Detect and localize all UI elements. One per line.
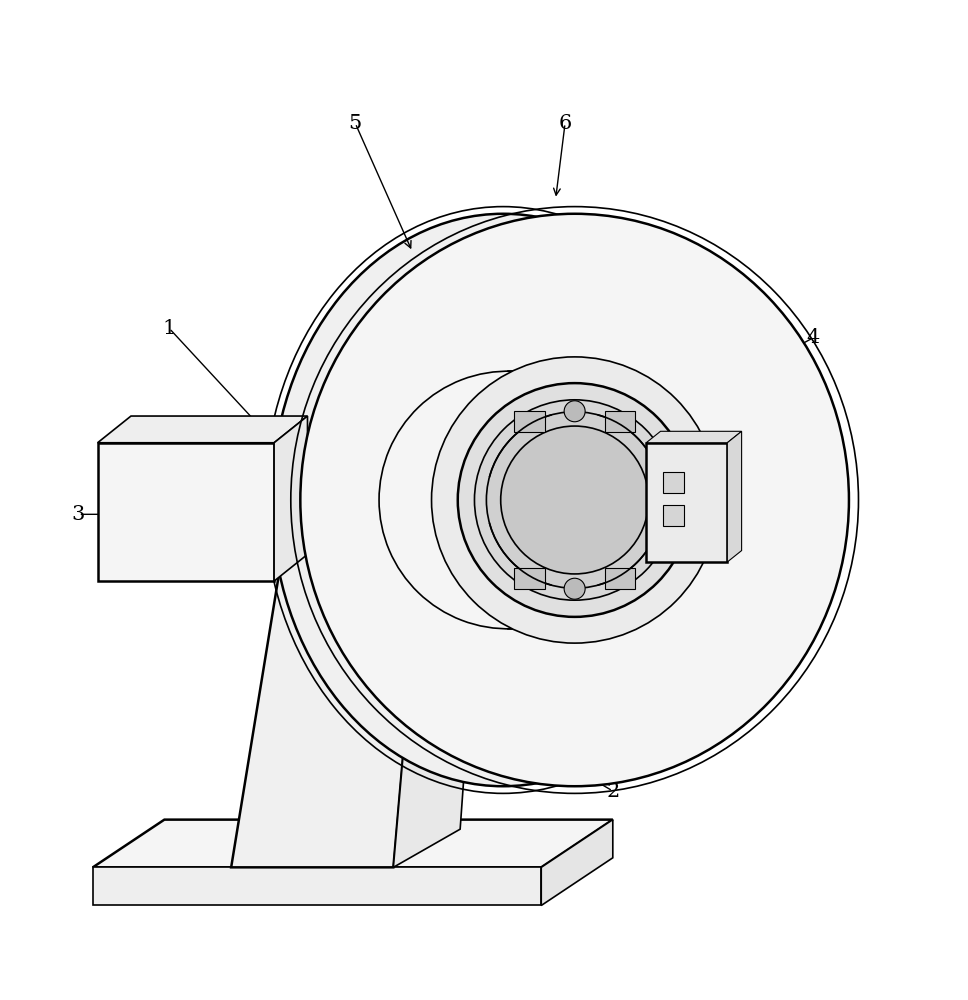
Ellipse shape xyxy=(432,357,717,643)
Ellipse shape xyxy=(458,383,691,617)
Ellipse shape xyxy=(300,214,849,786)
Text: 5: 5 xyxy=(348,114,362,133)
Text: 1: 1 xyxy=(163,319,176,338)
Text: 2: 2 xyxy=(606,782,620,801)
Polygon shape xyxy=(231,428,432,867)
Ellipse shape xyxy=(272,214,735,786)
Ellipse shape xyxy=(564,401,585,422)
Polygon shape xyxy=(393,428,489,867)
Bar xyxy=(98,443,274,581)
Ellipse shape xyxy=(474,400,675,600)
Bar xyxy=(605,568,635,589)
Polygon shape xyxy=(93,820,613,867)
Bar xyxy=(605,411,635,432)
Polygon shape xyxy=(541,820,613,905)
Text: 14: 14 xyxy=(819,490,846,510)
Polygon shape xyxy=(727,431,741,562)
Bar xyxy=(663,505,684,526)
Ellipse shape xyxy=(500,426,649,574)
Bar xyxy=(514,411,545,432)
Polygon shape xyxy=(647,431,741,443)
Bar xyxy=(514,568,545,589)
Bar xyxy=(647,443,727,562)
Text: 4: 4 xyxy=(806,328,820,347)
Bar xyxy=(663,472,684,493)
Polygon shape xyxy=(98,416,308,443)
Polygon shape xyxy=(274,416,308,581)
Ellipse shape xyxy=(486,412,663,588)
Text: 6: 6 xyxy=(559,114,572,133)
Ellipse shape xyxy=(564,578,585,599)
Polygon shape xyxy=(93,867,541,905)
Text: 3: 3 xyxy=(72,505,85,524)
